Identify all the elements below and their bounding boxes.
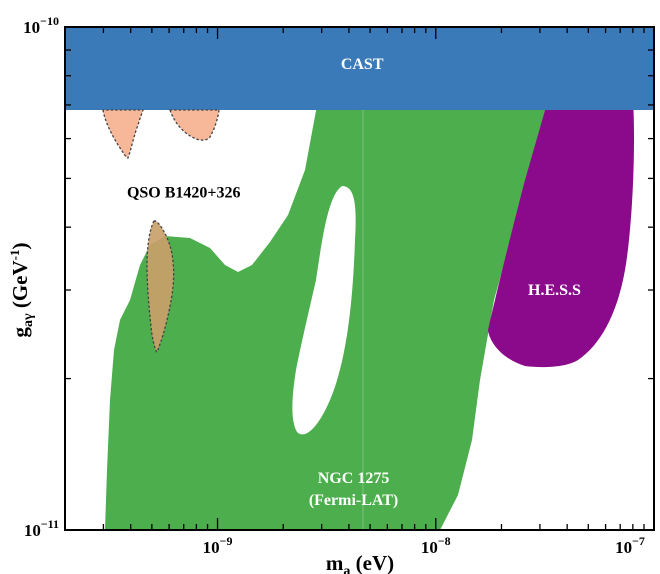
ticks bbox=[64, 26, 655, 531]
region-labels: CAST NGC 1275 (Fermi-LAT) H.E.S.S QSO B1420+… bbox=[127, 56, 581, 509]
region-label-cast: CAST bbox=[341, 56, 384, 73]
x-axis-label: ma (eV) bbox=[326, 551, 394, 574]
plot-area bbox=[65, 27, 654, 530]
y-tick-label: 10−11 bbox=[24, 517, 59, 540]
region-label-qso-b1420-326: QSO B1420+326 bbox=[127, 185, 241, 202]
region-qso-3 bbox=[146, 220, 175, 353]
tick-labels: 10−9 10−8 10−7 10−11 10−10 bbox=[23, 14, 645, 557]
region-label-ngc-1275: (Fermi-LAT) bbox=[309, 492, 398, 509]
x-tick-label: 10−8 bbox=[421, 534, 451, 557]
region-qso-1 bbox=[102, 109, 144, 159]
x-tick-label: 10−9 bbox=[203, 534, 233, 557]
region-cast bbox=[65, 27, 654, 110]
region-label-h-e-s-s: H.E.S.S bbox=[528, 282, 581, 299]
axes-frame bbox=[64, 26, 655, 531]
region-label-ngc-1275: NGC 1275 bbox=[318, 470, 390, 487]
region-ngc1275-hole bbox=[292, 186, 356, 435]
region-hess bbox=[488, 100, 635, 368]
region-qso-2 bbox=[169, 109, 220, 141]
y-axis-label: gaγ (GeV-1) bbox=[7, 243, 36, 338]
y-tick-label: 10−10 bbox=[23, 14, 59, 37]
x-tick-label: 10−7 bbox=[615, 534, 645, 557]
